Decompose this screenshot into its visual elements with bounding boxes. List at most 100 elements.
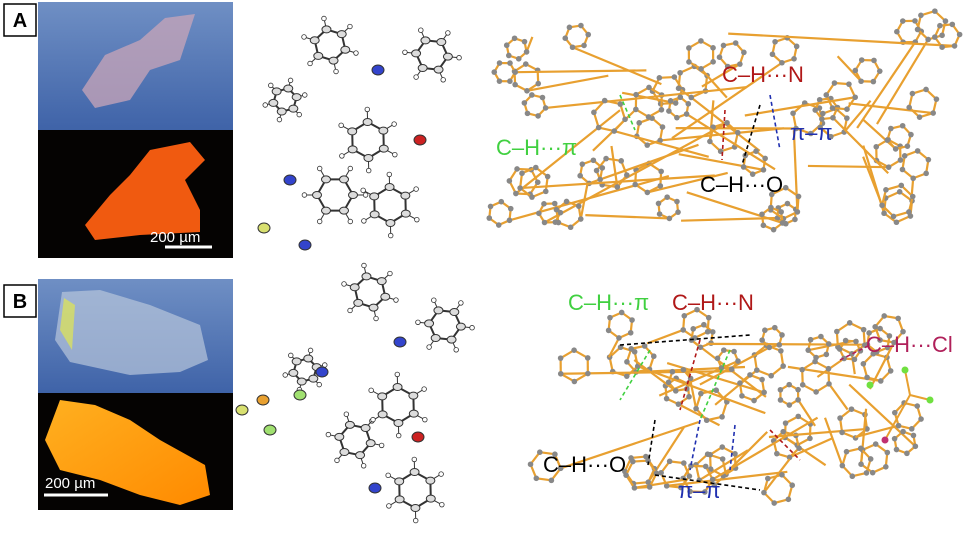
atom — [732, 450, 738, 457]
atom — [533, 164, 539, 171]
atom — [455, 322, 466, 331]
atom — [812, 107, 819, 113]
atom — [566, 24, 573, 31]
atom — [709, 476, 716, 483]
atom — [777, 397, 784, 403]
contact — [619, 349, 651, 401]
atom — [782, 184, 789, 191]
hydrogen — [347, 218, 353, 225]
bond — [763, 458, 791, 494]
hydrogen — [456, 55, 462, 61]
atom — [378, 144, 389, 153]
atom — [887, 368, 894, 374]
atom — [925, 156, 932, 163]
bond — [828, 383, 849, 411]
atom — [524, 110, 531, 117]
atom — [866, 330, 872, 336]
hydrogen — [268, 82, 274, 89]
hydrogen — [287, 77, 294, 84]
atom — [614, 184, 621, 190]
atom — [524, 87, 530, 94]
atom — [707, 466, 714, 472]
interaction-label: π–π — [790, 120, 833, 145]
atom — [657, 137, 663, 144]
atom — [710, 59, 716, 65]
atom — [577, 172, 583, 179]
bond — [520, 174, 715, 190]
atom — [701, 321, 707, 328]
atom — [837, 415, 843, 421]
atom — [671, 74, 678, 80]
atom — [841, 355, 847, 362]
atom — [687, 375, 694, 382]
hydrogen — [421, 386, 427, 392]
bond — [686, 191, 783, 225]
atom — [813, 389, 819, 395]
atom — [825, 341, 832, 347]
atom — [820, 110, 826, 117]
crystal-emission — [45, 400, 210, 505]
atom — [276, 107, 287, 116]
hydrogen — [366, 167, 372, 174]
atom — [759, 211, 765, 218]
contact — [699, 349, 731, 421]
atom — [873, 349, 880, 355]
atom — [949, 21, 956, 28]
bond — [607, 337, 620, 358]
atom — [858, 57, 865, 63]
bond — [856, 41, 917, 129]
atom — [644, 142, 651, 148]
atom — [828, 133, 834, 140]
atom — [347, 145, 358, 154]
atom — [344, 420, 355, 429]
atom — [908, 131, 914, 138]
atom — [685, 101, 692, 107]
hydrogen — [370, 416, 376, 423]
atom — [446, 335, 457, 344]
hydrogen — [301, 34, 307, 40]
atom — [562, 35, 569, 41]
atom — [839, 462, 846, 469]
atom — [914, 403, 921, 409]
atom — [678, 484, 684, 491]
atom — [714, 355, 721, 362]
atom — [807, 130, 814, 137]
atom — [843, 448, 850, 455]
bond — [678, 153, 764, 171]
atom — [533, 475, 540, 482]
atom — [496, 78, 503, 84]
bond — [862, 118, 897, 150]
atom — [650, 353, 657, 360]
atom — [681, 312, 688, 319]
hydrogen — [347, 307, 353, 314]
atom — [873, 143, 880, 150]
atom — [334, 432, 345, 441]
atom — [683, 111, 690, 117]
atom — [918, 12, 924, 19]
contact — [679, 339, 701, 411]
atom — [666, 215, 673, 222]
atom — [739, 393, 745, 399]
atom — [680, 327, 687, 333]
hydrogen — [469, 325, 475, 331]
atom — [362, 118, 373, 127]
bond — [585, 213, 670, 220]
atom — [571, 378, 578, 385]
atom — [909, 193, 916, 200]
atom — [751, 397, 757, 404]
hydrogen — [334, 457, 340, 464]
contact — [619, 334, 751, 346]
atom — [687, 488, 693, 495]
bond — [515, 69, 647, 74]
atom — [537, 449, 543, 455]
atom — [844, 106, 850, 113]
atom — [704, 328, 711, 335]
bond — [708, 100, 715, 142]
contact — [741, 104, 761, 166]
atom — [555, 219, 562, 226]
atom — [705, 314, 712, 321]
atom — [872, 441, 879, 447]
atom — [895, 315, 901, 322]
atom — [709, 329, 716, 335]
atom — [256, 394, 270, 406]
